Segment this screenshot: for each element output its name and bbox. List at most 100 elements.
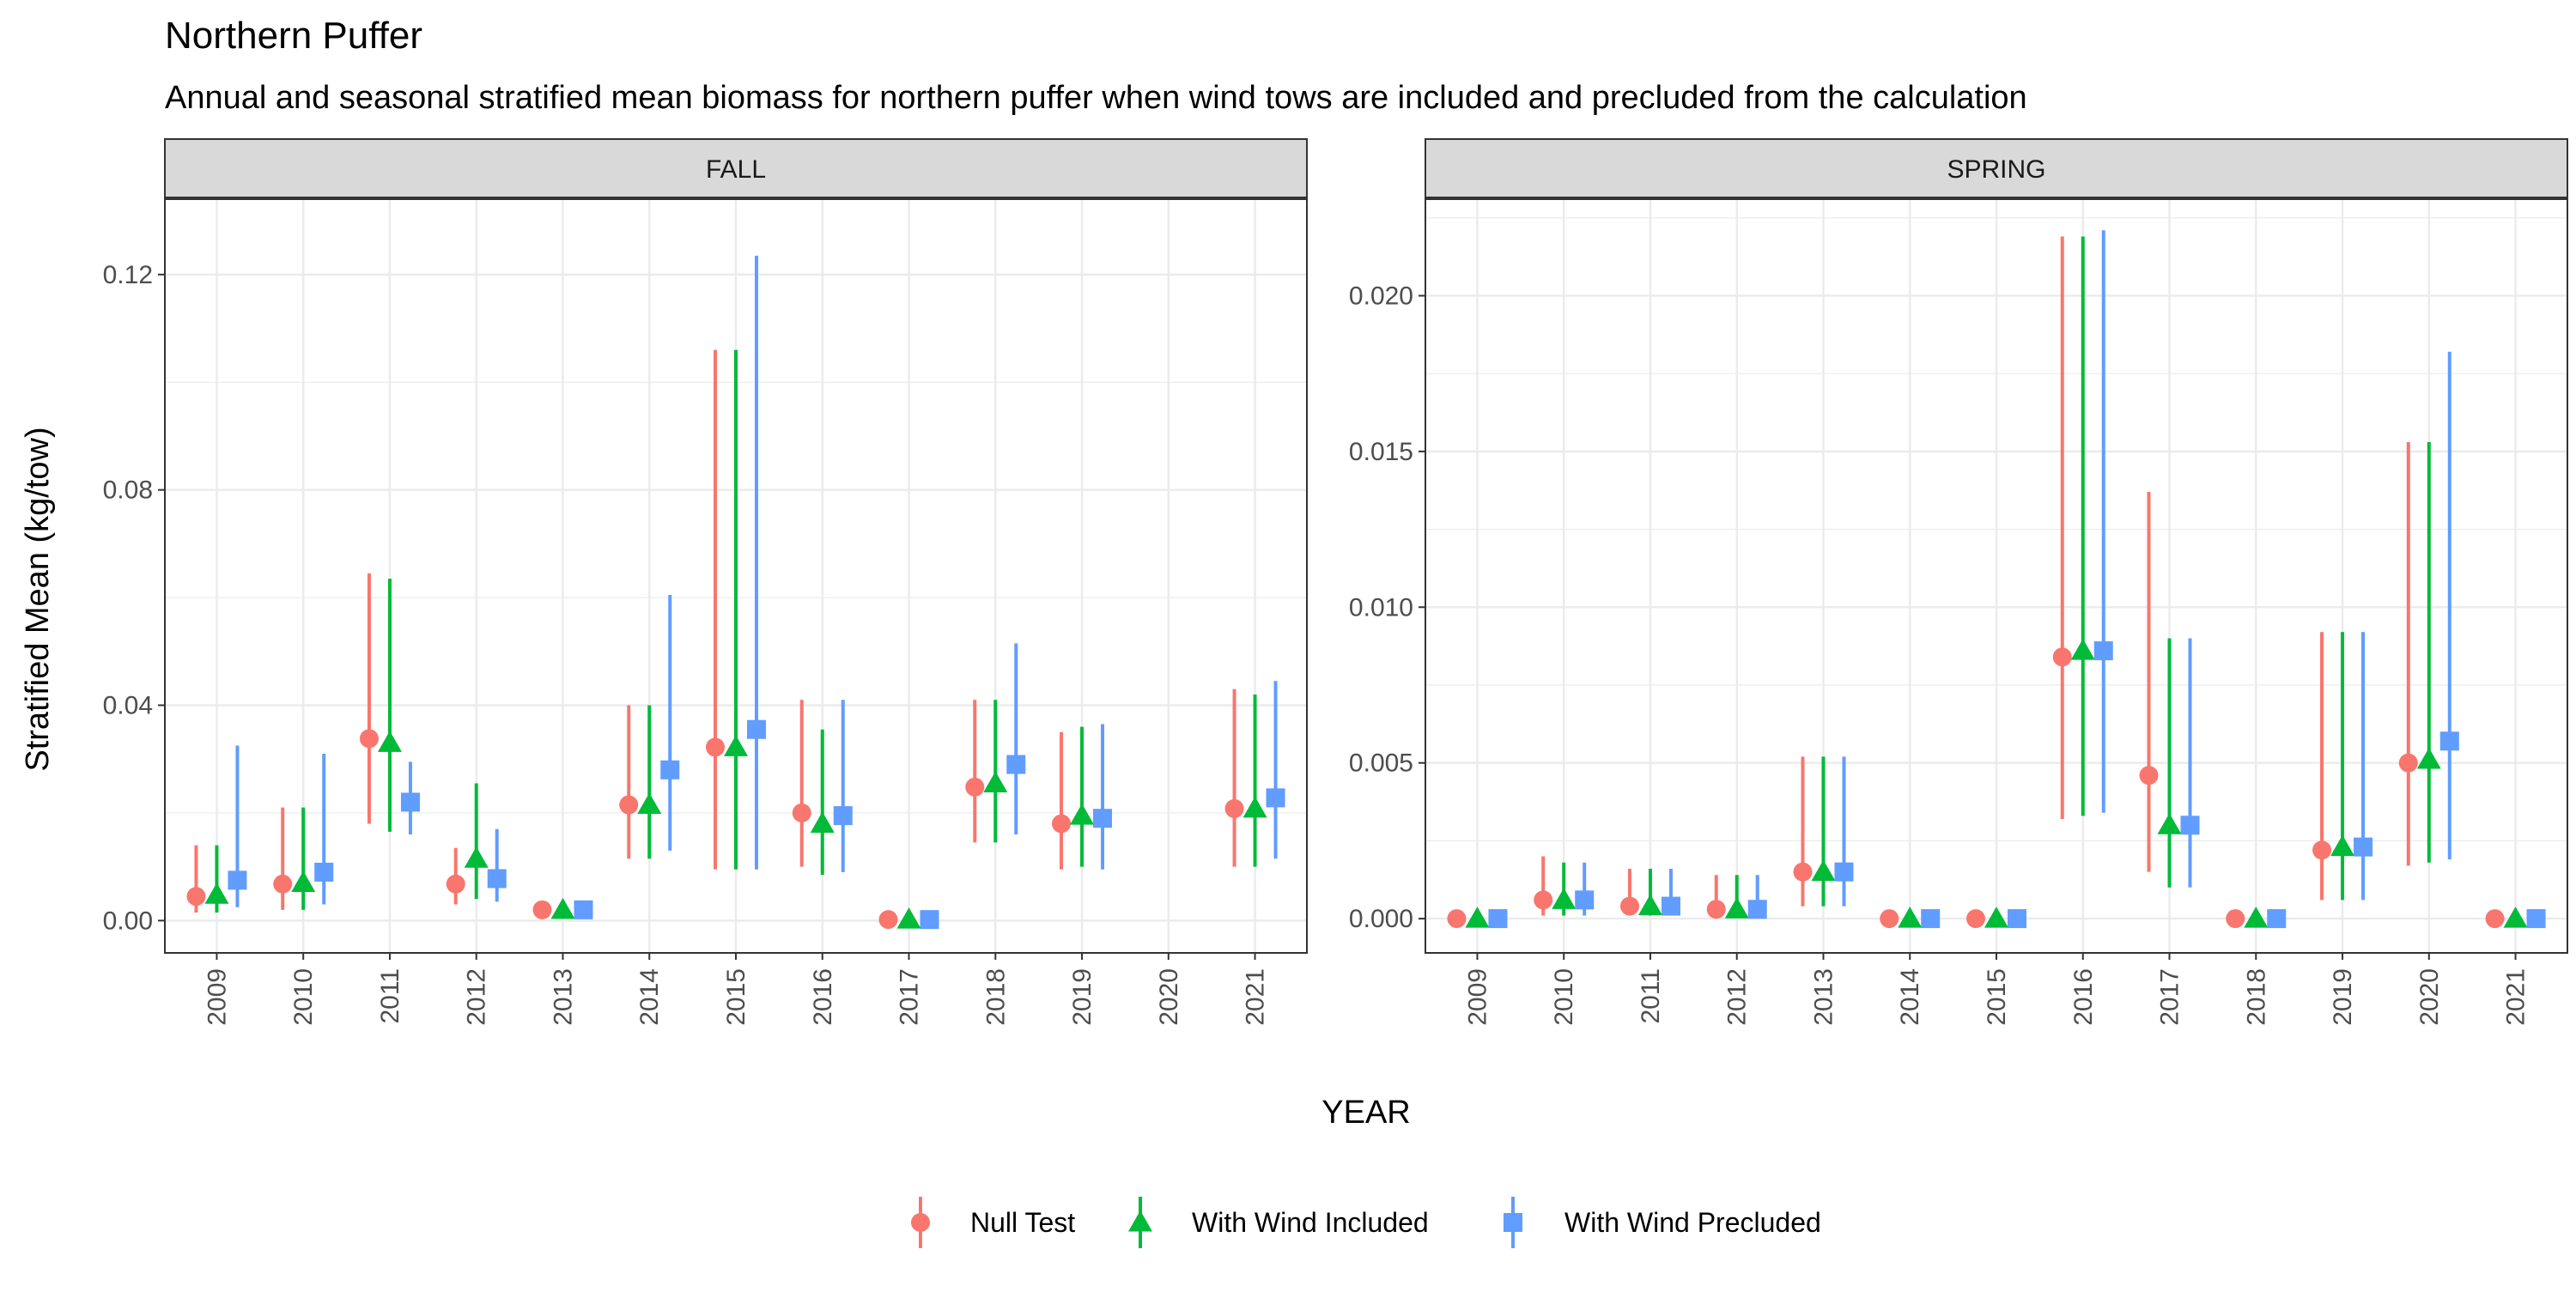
x-tick-label: 2021: [2502, 968, 2530, 1026]
chart-subtitle: Annual and seasonal stratified mean biom…: [165, 80, 2027, 116]
data-point: [706, 737, 725, 757]
data-point: [186, 887, 206, 907]
x-tick-label: 2018: [2242, 968, 2270, 1026]
data-point: [1811, 859, 1836, 882]
data-point: [228, 870, 247, 890]
data-point: [291, 870, 316, 892]
data-point: [2439, 731, 2459, 751]
x-tick-label: 2014: [1896, 968, 1924, 1026]
data-point: [983, 771, 1008, 792]
data-point: [619, 795, 639, 815]
data-point: [2330, 834, 2355, 857]
data-point: [2485, 909, 2505, 929]
x-tick-label: 2010: [1550, 968, 1578, 1026]
panel-spring: 0.000 0.005 0.010 0.015 0.020 2009 2010 2011 201…: [1349, 138, 2568, 1026]
legend-key-marker: [1128, 1210, 1152, 1232]
data-point: [1724, 897, 1749, 919]
data-point: [1921, 909, 1941, 929]
y-tick-label: 0.020: [1349, 282, 1413, 310]
y-tick-label: 0.04: [103, 692, 153, 720]
data-point: [2008, 909, 2026, 929]
x-tick-label: 2014: [635, 968, 664, 1026]
series-null-test: [1447, 236, 2505, 929]
data-point: [1619, 896, 1639, 916]
legend-item-with-wind-precluded: With Wind Precluded: [1504, 1197, 1821, 1248]
x-tick-label: 2012: [1723, 968, 1752, 1026]
data-point: [2139, 766, 2159, 786]
data-point: [1880, 909, 1899, 929]
series-with-wind-precluded: [228, 255, 1285, 930]
data-point: [1006, 755, 1026, 774]
panel-fall: 0.00 0.04 0.08 0.12 2009 2010 2011 2012 2013 2014…: [103, 138, 1308, 1026]
legend-key-marker: [1504, 1213, 1522, 1232]
facet-strip: [1425, 138, 2568, 198]
x-tick-label: 2009: [203, 968, 231, 1026]
data-point: [920, 910, 939, 930]
panel-border: [164, 198, 1308, 954]
data-point: [273, 874, 293, 894]
legend-key-marker: [911, 1213, 930, 1232]
data-point: [792, 803, 811, 822]
data-point: [1266, 788, 1285, 808]
data-point: [2416, 748, 2441, 769]
data-point: [637, 792, 662, 815]
data-point: [574, 900, 593, 919]
series-with-wind-precluded: [1488, 230, 2546, 929]
x-tick-label: 2017: [2156, 968, 2184, 1026]
data-point: [2180, 816, 2200, 835]
data-point: [1834, 862, 1854, 882]
data-point: [1706, 900, 1726, 919]
data-point: [464, 846, 489, 868]
data-point: [1552, 888, 1577, 909]
series-null-test: [186, 349, 1244, 930]
data-point: [1661, 896, 1680, 916]
panels: 0.00 0.04 0.08 0.12 2009 2010 2011 2012 2013 2014…: [103, 138, 2568, 1026]
facet-strip-label: SPRING: [1947, 155, 2045, 184]
x-tick-label: 2015: [1983, 968, 2011, 1026]
y-tick-label: 0.010: [1349, 593, 1413, 622]
x-tick-label: 2012: [463, 968, 491, 1026]
x-tick-label: 2020: [2415, 968, 2444, 1026]
data-point: [810, 811, 835, 833]
legend-item-null-test: Null Test: [911, 1197, 1075, 1248]
x-tick-label: 2018: [981, 968, 1010, 1026]
legend-label: With Wind Included: [1192, 1207, 1429, 1238]
y-axis-label: Stratified Mean (kg/tow): [20, 427, 56, 771]
x-tick-label: 2017: [896, 968, 924, 1026]
data-point: [747, 719, 766, 739]
data-point: [2226, 909, 2245, 929]
x-tick-label: 2011: [376, 968, 404, 1024]
data-point: [2503, 907, 2528, 928]
data-point: [400, 792, 420, 812]
data-point: [833, 806, 853, 826]
x-tick-label: 2021: [1242, 968, 1270, 1026]
data-point: [2093, 641, 2113, 661]
data-point: [1534, 890, 1553, 910]
series-with-wind-included: [204, 349, 1267, 929]
data-point: [2354, 837, 2373, 857]
data-point: [1052, 814, 1072, 834]
data-point: [1793, 862, 1813, 882]
data-point: [377, 731, 402, 752]
x-tick-label: 2010: [289, 968, 318, 1026]
legend-label: With Wind Precluded: [1564, 1207, 1821, 1238]
data-point: [532, 900, 552, 919]
data-point: [1898, 907, 1923, 928]
facet-strip-label: FALL: [706, 155, 766, 184]
data-point: [2157, 813, 2182, 834]
x-tick-label: 2016: [809, 968, 837, 1026]
data-point: [965, 777, 985, 797]
x-tick-label: 2015: [722, 968, 750, 1026]
data-point: [1465, 907, 1490, 928]
y-tick-label: 0.015: [1349, 438, 1413, 466]
y-tick-label: 0.005: [1349, 749, 1413, 778]
legend-item-with-wind-included: With Wind Included: [1128, 1197, 1429, 1248]
data-point: [359, 729, 379, 749]
series-with-wind-included: [1465, 236, 2528, 928]
x-tick-label: 2019: [2329, 968, 2357, 1026]
data-point: [1747, 900, 1767, 919]
data-point: [550, 897, 575, 919]
x-tick-label: 2011: [1637, 968, 1665, 1024]
